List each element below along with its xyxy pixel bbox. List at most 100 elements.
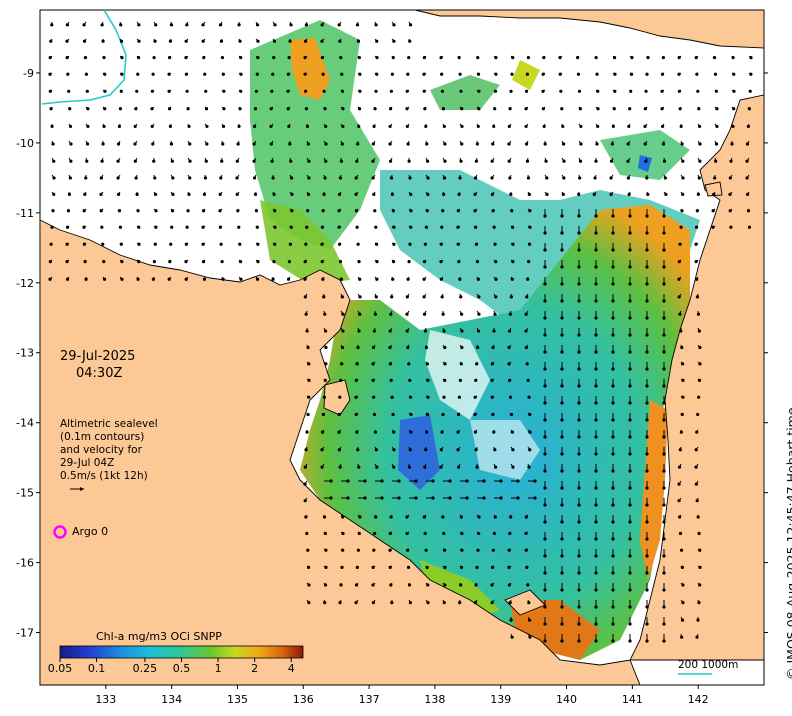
velocity-arrow-head [204, 107, 209, 111]
velocity-arrow-head [372, 548, 376, 552]
velocity-arrow-head [543, 367, 547, 371]
velocity-arrow-head [256, 55, 260, 60]
velocity-arrow-head [272, 260, 276, 264]
velocity-arrow-head [236, 142, 240, 146]
velocity-arrow-head [441, 515, 445, 519]
velocity-arrow-head [65, 260, 69, 264]
velocity-arrow-head [662, 435, 666, 439]
velocity-arrow-head [645, 452, 649, 456]
velocity-arrow-head [238, 39, 242, 43]
velocity-arrow-head [186, 107, 190, 111]
velocity-arrow-head [322, 515, 327, 519]
velocity-arrow-head [695, 72, 699, 76]
velocity-arrow-head [99, 176, 103, 180]
velocity-arrow-head [746, 192, 750, 196]
velocity-arrow-head [423, 242, 427, 246]
velocity-arrow-head [219, 176, 223, 180]
velocity-arrow-head [69, 159, 73, 163]
velocity-arrow-head [528, 618, 532, 622]
velocity-arrow-head [681, 601, 685, 605]
velocity-arrow-head [371, 142, 375, 146]
velocity-arrow-head [338, 601, 342, 605]
velocity-arrow-head [82, 39, 87, 43]
velocity-arrow-head [457, 260, 461, 264]
velocity-arrow-head [83, 192, 87, 196]
velocity-arrow-head [662, 503, 666, 507]
velocity-arrow-head [465, 496, 469, 500]
velocity-arrow-head [443, 345, 447, 350]
velocity-arrow-head [560, 282, 564, 286]
velocity-arrow-head [694, 55, 698, 60]
colorbar-tick-label: 4 [288, 662, 295, 675]
argo-label: Argo 0 [72, 525, 109, 538]
colorbar-tick-label: 0.05 [48, 662, 73, 675]
velocity-arrow-head [441, 312, 445, 316]
velocity-arrow-head [405, 89, 409, 93]
velocity-arrow-head [543, 622, 547, 626]
velocity-arrow-head [388, 548, 392, 552]
velocity-arrow-head [694, 260, 698, 264]
velocity-arrow-head [286, 89, 290, 93]
velocity-arrow-head [441, 107, 446, 111]
lon-tick-label: 141 [622, 693, 643, 706]
velocity-arrow-head [355, 23, 360, 27]
velocity-arrow-head [661, 55, 665, 60]
velocity-arrow-head [543, 401, 547, 405]
velocity-arrow-head [408, 378, 412, 382]
velocity-arrow-head [303, 89, 308, 93]
velocity-arrow-head [645, 571, 649, 575]
velocity-arrow-head [560, 520, 564, 524]
velocity-arrow-head [324, 565, 328, 570]
velocity-arrow-head [712, 55, 717, 60]
lon-tick-label: 134 [161, 693, 182, 706]
velocity-arrow-head [594, 622, 598, 626]
velocity-arrow-head [694, 448, 698, 452]
velocity-arrow-head [459, 583, 463, 587]
velocity-arrow-head [490, 395, 494, 399]
lat-tick-label: -15 [16, 487, 34, 500]
velocity-arrow-head [677, 72, 681, 76]
velocity-arrow-head [629, 72, 634, 76]
velocity-arrow-head [373, 531, 377, 536]
velocity-arrow-head [662, 384, 666, 388]
velocity-arrow-head [524, 548, 528, 552]
velocity-arrow-head [476, 72, 481, 76]
velocity-arrow-head [697, 176, 701, 180]
velocity-arrow-head [476, 345, 480, 350]
velocity-arrow-head [320, 448, 324, 452]
velocity-arrow-head [749, 72, 753, 76]
velocity-arrow-head [273, 209, 277, 213]
velocity-arrow-head [545, 176, 549, 180]
velocity-arrow-head [575, 55, 580, 60]
velocity-arrow-head [119, 23, 123, 27]
velocity-arrow-head [171, 176, 175, 180]
velocity-arrow-head [662, 367, 666, 371]
argo-marker[interactable] [53, 525, 67, 539]
velocity-arrow-head [321, 72, 325, 76]
velocity-arrow-head [425, 142, 429, 146]
velocity-arrow-head [662, 520, 666, 524]
velocity-arrow-head [594, 350, 598, 354]
velocity-arrow-head [307, 362, 311, 366]
velocity-arrow-head [137, 260, 141, 264]
velocity-arrow-head [426, 176, 430, 180]
velocity-arrow-head [628, 452, 632, 456]
velocity-arrow-head [322, 192, 326, 196]
velocity-arrow-head [746, 124, 750, 129]
velocity-arrow-head [374, 515, 378, 519]
velocity-arrow-head [577, 89, 582, 93]
velocity-arrow-head [85, 159, 89, 163]
velocity-arrow-head [541, 72, 545, 76]
velocity-arrow-head [677, 295, 681, 299]
velocity-arrow-head [103, 107, 107, 111]
velocity-arrow-head [201, 39, 205, 43]
velocity-arrow-head [577, 469, 581, 473]
velocity-arrow-head [252, 176, 257, 180]
velocity-arrow-head [476, 329, 481, 333]
velocity-arrow-head [354, 378, 358, 382]
velocity-arrow-head [306, 209, 310, 213]
velocity-arrow-head [288, 39, 292, 43]
velocity-arrow-head [236, 209, 240, 213]
velocity-arrow-head [66, 209, 71, 213]
velocity-arrow-head [273, 242, 277, 246]
